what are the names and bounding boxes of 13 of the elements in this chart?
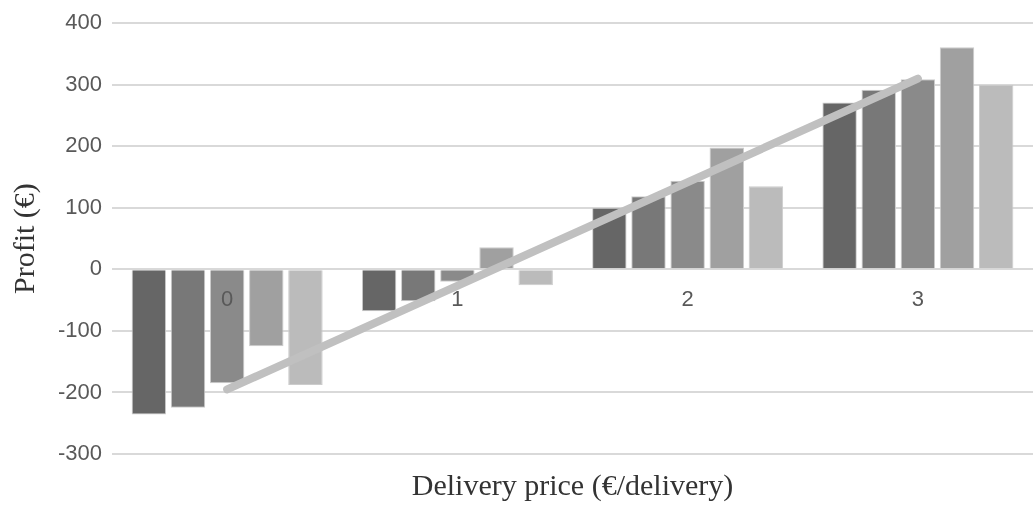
x-tick-label: 3: [911, 286, 924, 312]
y-tick-label: 200: [65, 132, 103, 158]
y-tick-label: 400: [65, 9, 103, 35]
x-tick-label: 2: [681, 286, 694, 312]
y-tick-label: 100: [65, 193, 103, 219]
y-tick-label: -200: [57, 378, 103, 404]
y-tick-label: -100: [57, 316, 103, 342]
y-axis-title: Profit (€): [6, 183, 41, 295]
y-tick-label: 0: [89, 255, 103, 281]
y-tick-label: 300: [65, 70, 103, 96]
y-tick-label: -300: [57, 440, 103, 466]
x-tick-label: 1: [451, 286, 464, 312]
x-axis-title: Delivery price (€/delivery): [411, 467, 734, 502]
